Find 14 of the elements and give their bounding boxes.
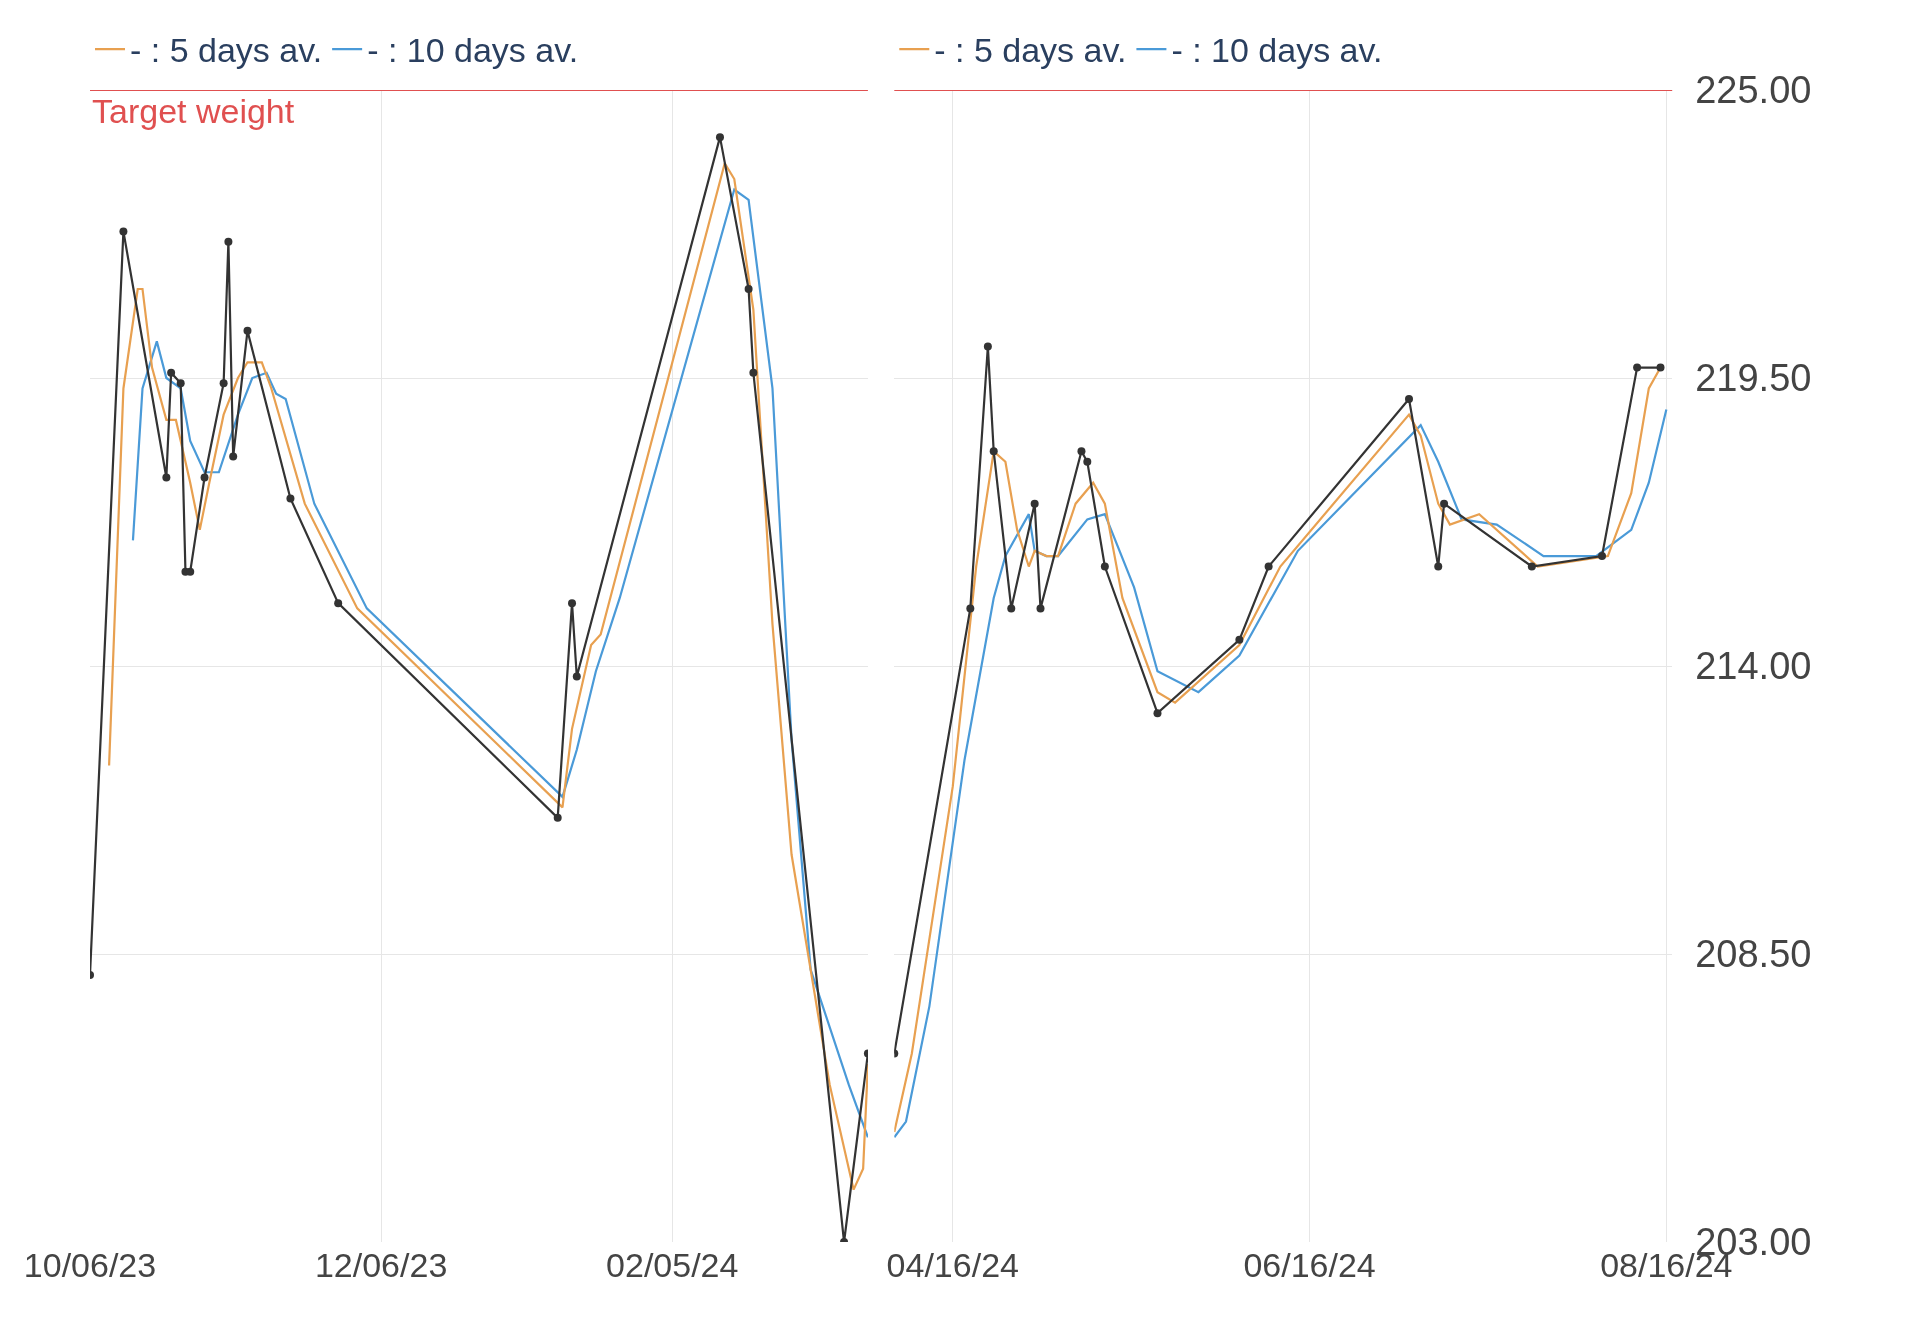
legend-label: - : 10 days av.	[367, 31, 579, 70]
legend-label: - : 10 days av.	[1171, 31, 1383, 70]
x-tick-label: 10/06/23	[23, 1246, 157, 1284]
legend-label: - : 5 days av.	[130, 31, 323, 70]
ref-line-label: Target weight	[92, 92, 295, 130]
y-tick-label: 214.00	[1695, 645, 1812, 688]
x-tick-label: 02/05/24	[606, 1246, 739, 1284]
y-tick-label: 208.50	[1695, 933, 1812, 976]
y-tick-label: 225.00	[1695, 69, 1812, 112]
x-tick-label: 04/16/24	[886, 1246, 1019, 1284]
y-tick-label: 219.50	[1695, 357, 1812, 400]
x-tick-label: 12/06/23	[314, 1246, 448, 1284]
legend-label: - : 5 days av.	[934, 31, 1127, 70]
x-tick-label: 06/16/24	[1243, 1246, 1376, 1284]
